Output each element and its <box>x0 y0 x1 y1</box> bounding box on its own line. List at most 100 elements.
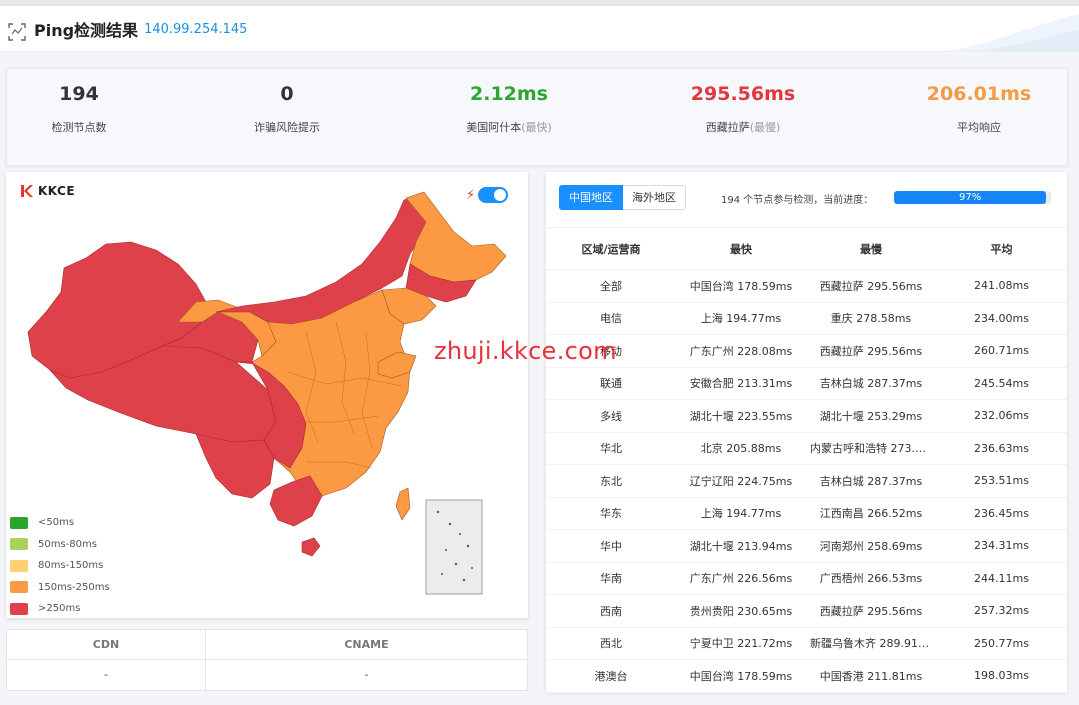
cell-fastest: 湖北十堰 223.55ms <box>676 399 806 433</box>
legend-item: >250ms <box>10 598 110 620</box>
cell-region: 全部 <box>546 269 676 303</box>
stat-value: 2.12ms <box>470 83 548 105</box>
legend-item: 150ms-250ms <box>10 577 110 599</box>
col-header-average: 平均 <box>936 227 1067 270</box>
stat-fastest: 2.12ms 美国阿什本(最快) <box>409 69 609 135</box>
tab-china[interactable]: 中国地区 <box>559 185 623 210</box>
cell-average: 244.11ms <box>936 562 1067 595</box>
cell-region: 移动 <box>546 334 676 368</box>
cell-slowest: 吉林白城 287.37ms <box>806 464 936 498</box>
cdn-value: - <box>104 668 108 681</box>
cell-fastest: 广东广州 226.56ms <box>676 562 806 595</box>
legend-swatch <box>10 559 28 572</box>
cell-average: 250.77ms <box>936 627 1067 660</box>
stat-label: 检测节点数 <box>51 121 107 134</box>
cell-fastest: 中国台湾 178.59ms <box>676 269 806 303</box>
latency-map-card: KKCE ⚡ <50ms 50ms-80ms 80ms-150ms 150ms-… <box>6 172 528 618</box>
region-tabs: 中国地区 海外地区 <box>559 185 686 210</box>
table-row: 西南 贵州贵阳 230.65ms 西藏拉萨 295.56ms 257.32ms <box>546 594 1067 628</box>
kkce-logo-icon <box>21 185 33 197</box>
col-header-slowest: 最慢 <box>806 227 936 270</box>
scan-icon <box>8 22 26 41</box>
table-row: 全部 中国台湾 178.59ms 西藏拉萨 295.56ms 241.08ms <box>546 269 1067 303</box>
table-row: 华东 上海 194.77ms 江西南昌 266.52ms 236.45ms <box>546 497 1067 530</box>
cell-average: 236.45ms <box>936 497 1067 530</box>
cell-average: 241.08ms <box>936 269 1067 303</box>
kkce-logo: KKCE <box>20 184 75 198</box>
cell-region: 联通 <box>546 367 676 400</box>
cell-region: 东北 <box>546 464 676 498</box>
stat-value: 206.01ms <box>926 83 1032 105</box>
results-panel: 中国地区 海外地区 194 个节点参与检测，当前进度： 97% 区域/运营商 最… <box>546 172 1067 693</box>
watermark-text: zhuji.kkce.com <box>434 337 617 365</box>
legend-swatch <box>10 516 28 529</box>
stat-slowest: 295.56ms 西藏拉萨(最慢) <box>643 69 843 135</box>
cell-fastest: 北京 205.88ms <box>676 432 806 465</box>
map-region-shandong <box>377 351 417 379</box>
map-region-sichuan <box>235 361 307 469</box>
stat-value: 194 <box>59 83 99 105</box>
logo-text: KKCE <box>38 184 76 198</box>
map-region-heilongjiang <box>405 191 507 283</box>
cell-fastest: 贵州贵阳 230.65ms <box>676 594 806 628</box>
table-header-row: 区域/运营商 最快 最慢 平均 <box>546 227 1067 270</box>
cell-region: 西南 <box>546 594 676 628</box>
stat-node-count: 194 检测节点数 <box>0 69 179 135</box>
cell-fastest: 中国台湾 178.59ms <box>676 659 806 693</box>
cell-slowest: 吉林白城 287.37ms <box>806 367 936 400</box>
legend-swatch <box>10 538 28 551</box>
map-legend: <50ms 50ms-80ms 80ms-150ms 150ms-250ms >… <box>10 512 110 620</box>
summary-stats: 194 检测节点数 0 诈骗风险提示 2.12ms 美国阿什本(最快) 295.… <box>6 68 1068 166</box>
cell-slowest: 中国香港 211.81ms <box>806 659 936 693</box>
cell-region: 电信 <box>546 302 676 335</box>
map-region-yunnan <box>195 433 275 499</box>
cell-fastest: 广东广州 228.08ms <box>676 334 806 368</box>
tab-overseas[interactable]: 海外地区 <box>623 185 686 210</box>
target-ip: 140.99.254.145 <box>144 22 248 37</box>
progress-text: 194 个节点参与检测，当前进度： <box>721 195 874 206</box>
page-title: Ping检测结果 <box>34 20 139 40</box>
progress-fill: 97% <box>894 191 1047 204</box>
legend-swatch <box>10 602 28 615</box>
cell-slowest: 西藏拉萨 295.56ms <box>806 334 936 368</box>
stat-value: 295.56ms <box>690 83 796 105</box>
cell-region: 华南 <box>546 562 676 595</box>
cell-region: 港澳台 <box>546 659 676 693</box>
col-header-region: 区域/运营商 <box>546 227 676 270</box>
results-table: 区域/运营商 最快 最慢 平均 全部 中国台湾 178.59ms 西藏拉萨 295.… <box>546 227 1067 693</box>
top-strip <box>0 0 1079 6</box>
page-header: Ping检测结果 140.99.254.145 <box>0 6 1079 52</box>
cell-average: 198.03ms <box>936 659 1067 693</box>
cell-average: 245.54ms <box>936 367 1067 400</box>
cell-average: 253.51ms <box>936 464 1067 498</box>
cell-slowest: 河南郑州 258.69ms <box>806 529 936 563</box>
cell-slowest: 湖北十堰 253.29ms <box>806 399 936 433</box>
cell-average: 257.32ms <box>936 594 1067 628</box>
legend-swatch <box>10 581 28 594</box>
cell-fastest: 上海 194.77ms <box>676 497 806 530</box>
south-sea-inset <box>425 499 483 595</box>
cell-region: 华中 <box>546 529 676 563</box>
legend-item: 80ms-150ms <box>10 555 110 577</box>
cname-column: CNAME - <box>206 630 527 692</box>
cell-region: 华东 <box>546 497 676 530</box>
cdn-column: CDN - <box>7 630 206 692</box>
cname-value: - <box>364 668 369 681</box>
map-toggle-switch[interactable] <box>478 187 508 203</box>
stat-label: 西藏拉萨(最慢) <box>705 121 781 134</box>
cell-region: 西北 <box>546 627 676 660</box>
table-row: 华北 北京 205.88ms 内蒙古呼和浩特 273.7... 236.63ms <box>546 432 1067 465</box>
map-region-taiwan <box>395 487 411 521</box>
table-row: 东北 辽宁辽阳 224.75ms 吉林白城 287.37ms 253.51ms <box>546 464 1067 498</box>
cell-slowest: 内蒙古呼和浩特 273.7... <box>806 432 936 465</box>
cell-fastest: 湖北十堰 213.94ms <box>676 529 806 563</box>
stat-value: 0 <box>280 83 294 105</box>
col-header-fastest: 最快 <box>676 227 806 270</box>
cell-slowest: 西藏拉萨 295.56ms <box>806 594 936 628</box>
cell-average: 232.06ms <box>936 399 1067 433</box>
legend-item: <50ms <box>10 512 110 534</box>
table-row: 移动 广东广州 228.08ms 西藏拉萨 295.56ms 260.71ms <box>546 334 1067 368</box>
stat-fraud-risk: 0 诈骗风险提示 <box>187 69 387 135</box>
cell-fastest: 宁夏中卫 221.72ms <box>676 627 806 660</box>
cell-fastest: 安徽合肥 213.31ms <box>676 367 806 400</box>
